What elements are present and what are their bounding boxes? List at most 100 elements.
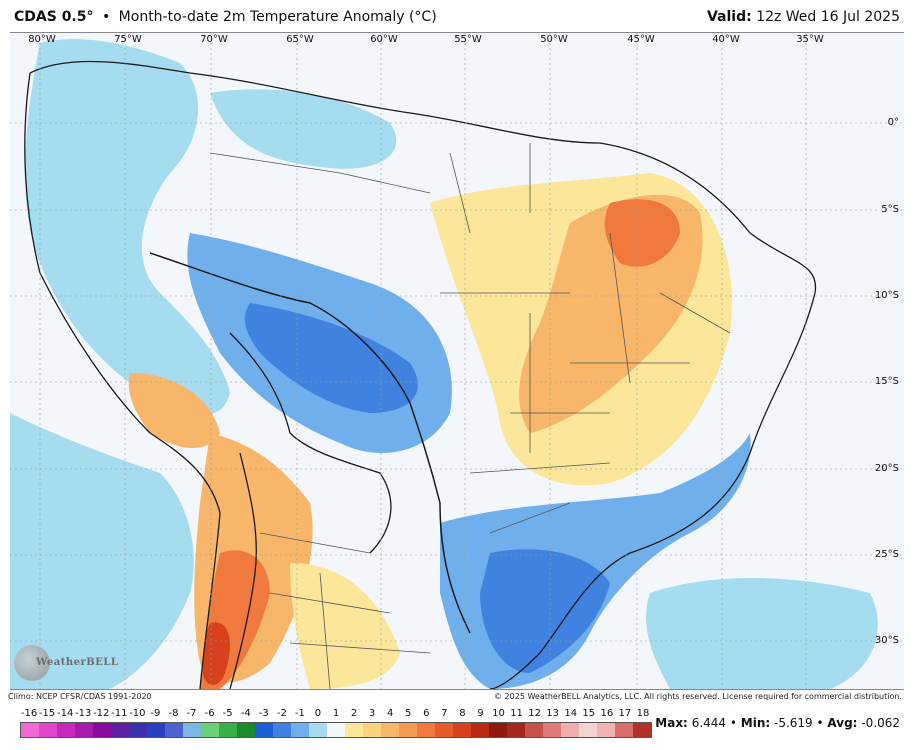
colorbar-label: 13 [546, 708, 560, 719]
colorbar-swatch [345, 723, 363, 737]
colorbar-label: -9 [150, 708, 161, 719]
lon-label: 45°W [627, 34, 655, 45]
colorbar-swatch [165, 723, 183, 737]
lat-label: 0° [887, 117, 899, 128]
colorbar-label: -16 [20, 708, 38, 719]
cold-area-venezuela [210, 89, 397, 169]
colorbar-swatch [435, 723, 453, 737]
south-america-coastline [24, 60, 817, 689]
map-header: CDAS 0.5° • Month-to-date 2m Temperature… [0, 0, 914, 32]
colorbar-swatch [417, 723, 435, 737]
min-value: -5.619 [774, 716, 813, 730]
graticule [10, 33, 904, 689]
colorbar-label: 12 [528, 708, 541, 719]
copyright-note: © 2025 WeatherBELL Analytics, LLC. All r… [494, 692, 902, 701]
colorbar-label: -4 [240, 708, 251, 719]
model-name: CDAS 0.5° [14, 9, 94, 25]
colorbar-label: 4 [386, 708, 394, 719]
product-title: Month-to-date 2m Temperature Anomaly (°C… [118, 9, 437, 25]
lon-label: 35°W [796, 34, 824, 45]
colorbar-labels: -16 -15 -14 -13 -12 -11 -10 -9 -8 -7 -6 -5 -4 -3 -2 -1 0… [20, 708, 652, 722]
min-label: Min: [740, 716, 771, 730]
colorbar-swatch [579, 723, 597, 737]
max-label: Max: [655, 716, 688, 730]
colorbar-swatch [147, 723, 165, 737]
lon-label: 65°W [286, 34, 314, 45]
colorbar-label: 16 [600, 708, 614, 719]
colorbar-label: 17 [618, 708, 632, 719]
argentina-chile-border [229, 452, 257, 689]
colorbar-swatch [291, 723, 309, 737]
avg-label: Avg: [827, 716, 858, 730]
bolivia-border [229, 332, 392, 554]
colorbar-swatch [525, 723, 543, 737]
colorbar-label: -1 [294, 708, 305, 719]
colorbar-label: -5 [222, 708, 233, 719]
colorbar-swatch [543, 723, 561, 737]
colorbar-label: 10 [492, 708, 505, 719]
colorbar: -16 -15 -14 -13 -12 -11 -10 -9 -8 -7 -6 -5 -4 -3 -2 -1 0… [20, 708, 652, 738]
colorbar-swatch [561, 723, 579, 737]
colorbar-label: -3 [258, 708, 269, 719]
colorbar-label: 5 [405, 708, 412, 719]
colorbar-swatch [309, 723, 327, 737]
warm-anomaly-areas [128, 173, 732, 689]
warm-area-northeast-strong [604, 199, 680, 267]
colorbar-label: 2 [350, 708, 358, 719]
colorbar-swatch [93, 723, 111, 737]
colorbar-swatch [489, 723, 507, 737]
colorbar-swatch [57, 723, 75, 737]
lat-label: 10°S [874, 290, 899, 301]
colorbar-label: 9 [477, 708, 484, 719]
lon-label: 60°W [370, 34, 398, 45]
colorbar-label: -15 [38, 708, 56, 719]
stats-summary: Max: 6.444 • Min: -5.619 • Avg: -0.062 [655, 716, 900, 730]
colorbar-label: -2 [276, 708, 287, 719]
colorbar-label: 1 [332, 708, 340, 719]
colorbar-swatch [201, 723, 219, 737]
colorbar-swatch [273, 723, 291, 737]
lat-label: 5°S [881, 204, 899, 215]
colorbar-swatch [21, 723, 39, 737]
lon-label: 70°W [200, 34, 228, 45]
colorbar-label: -8 [168, 708, 179, 719]
colorbar-label: -7 [186, 708, 197, 719]
colorbar-label: 0 [314, 708, 322, 719]
valid-value: 12z Wed 16 Jul 2025 [756, 9, 900, 25]
colorbar-swatch [219, 723, 237, 737]
valid-time: Valid: 12z Wed 16 Jul 2025 [707, 9, 900, 25]
anomaly-map: 80°W 75°W 70°W 65°W 60°W 55°W 50°W 45°W … [10, 32, 904, 690]
colorbar-swatch [255, 723, 273, 737]
max-value: 6.444 [691, 716, 727, 730]
colorbar-swatch [507, 723, 525, 737]
colorbar-swatches [20, 722, 652, 738]
colorbar-label: -12 [93, 708, 110, 719]
cold-area-pacific [10, 413, 194, 689]
valid-label: Valid: [706, 9, 752, 25]
colorbar-label: 14 [564, 708, 578, 719]
lon-label: 40°W [712, 34, 740, 45]
lon-label: 75°W [114, 34, 142, 45]
colorbar-label: 8 [459, 708, 466, 719]
colorbar-label: 6 [423, 708, 430, 719]
cold-area-rondonia [244, 303, 418, 413]
northern-countries-lines [209, 143, 531, 234]
borders [24, 60, 817, 689]
colorbar-swatch [75, 723, 93, 737]
warm-area-argentina [290, 563, 400, 689]
colorbar-swatch [453, 723, 471, 737]
colorbar-label: -13 [75, 708, 92, 719]
lat-label: 15°S [874, 376, 899, 387]
brazil-western-border [149, 252, 471, 634]
colorbar-label: 7 [441, 708, 448, 719]
lat-label: 30°S [874, 635, 899, 646]
lat-label: 25°S [874, 549, 899, 560]
colorbar-label: 3 [368, 708, 376, 719]
lon-label: 50°W [540, 34, 568, 45]
colorbar-swatch [129, 723, 147, 737]
colorbar-swatch [237, 723, 255, 737]
brazil-state-lines [440, 232, 731, 534]
colorbar-label: -6 [204, 708, 215, 719]
colorbar-swatch [381, 723, 399, 737]
colorbar-swatch [633, 723, 651, 737]
